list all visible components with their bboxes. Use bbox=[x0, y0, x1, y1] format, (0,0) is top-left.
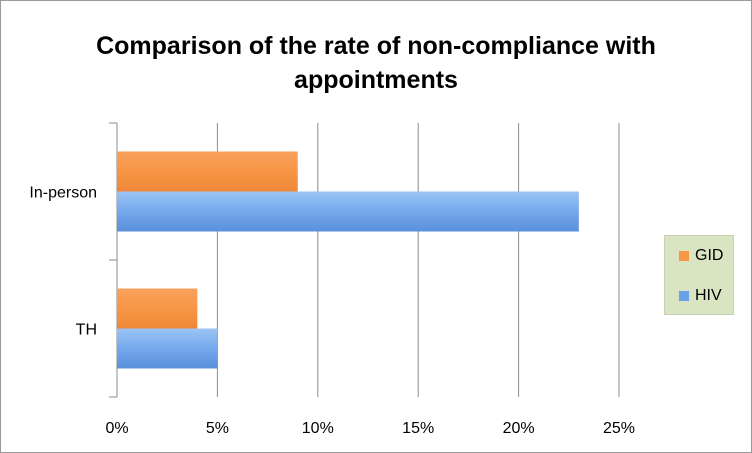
legend-item-hiv: HIV bbox=[679, 286, 722, 306]
bar-gid bbox=[117, 288, 198, 329]
legend-item-gid: GID bbox=[679, 246, 723, 266]
x-tick-label: 0% bbox=[105, 420, 128, 437]
category-label: TH bbox=[76, 322, 97, 339]
bar-gid bbox=[117, 151, 298, 192]
legend-label-hiv: HIV bbox=[695, 287, 722, 304]
bar-hiv bbox=[117, 328, 218, 369]
bar-hiv bbox=[117, 191, 579, 232]
x-tick-label: 10% bbox=[302, 420, 334, 437]
x-tick-label: 20% bbox=[503, 420, 535, 437]
x-tick-label: 5% bbox=[206, 420, 229, 437]
legend-label-gid: GID bbox=[695, 247, 724, 264]
x-tick-label: 25% bbox=[603, 420, 635, 437]
chart-legend: GID HIV bbox=[664, 235, 734, 315]
x-tick-label: 15% bbox=[402, 420, 434, 437]
chart-title: Comparison of the rate of non-compliance… bbox=[96, 32, 656, 94]
legend-swatch-hiv bbox=[679, 291, 689, 301]
category-label: In-person bbox=[29, 185, 97, 202]
legend-swatch-gid bbox=[679, 251, 689, 261]
